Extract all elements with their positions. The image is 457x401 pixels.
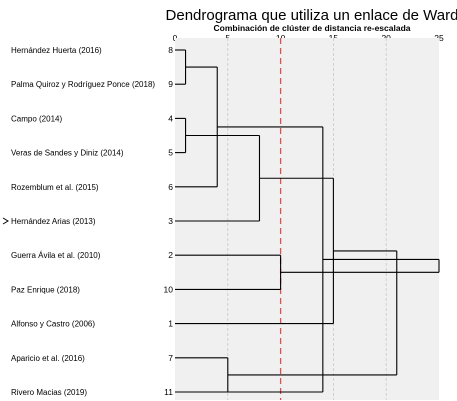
leaf-case-number: 3 [168,216,173,226]
arrow-pointer-icon [2,217,9,225]
leaf-label: Alfonso y Castro (2006) [11,320,95,329]
leaf-case-number: 10 [164,284,174,294]
dendrogram-tree [175,49,440,393]
chart-subtitle: Combinación de clúster de distancia re-e… [214,23,411,33]
leaf-label: Campo (2014) [11,114,62,123]
leaf-label: Aparicio et al. (2016) [11,354,85,363]
leaf-label: Palma Quiroz y Rodríguez Ponce (2018) [11,80,155,89]
x-tick-label: 25 [434,33,444,43]
leaf-label: Veras de Sandes y Diniz (2014) [11,149,124,158]
leaf-case-number: 2 [168,250,173,260]
leaf-labels: Hernández Huerta (2016) 8 Palma Quiroz y R… [2,45,174,397]
leaf-label: Hernández Huerta (2016) [11,46,102,55]
leaf-label: Rivero Macias (2019) [11,388,87,397]
leaf-case-number: 5 [168,148,173,158]
leaf-case-number: 7 [168,353,173,363]
leaf-label: Paz Enrique (2018) [11,285,80,294]
leaf-label: Guerra Ávila et al. (2010) [11,251,101,260]
leaf-case-number: 9 [168,79,173,89]
chart-title: Dendrograma que utiliza un enlace de War… [166,7,457,24]
leaf-case-number: 11 [164,387,173,397]
leaf-case-number: 6 [168,182,173,192]
leaf-label: Rozemblum et al. (2015) [11,183,99,192]
leaf-label: Hernández Arias (2013) [11,217,96,226]
leaf-case-number: 8 [168,45,173,55]
leaf-case-number: 4 [168,113,173,123]
leaf-case-number: 1 [168,319,173,329]
plot-panel [175,38,439,400]
